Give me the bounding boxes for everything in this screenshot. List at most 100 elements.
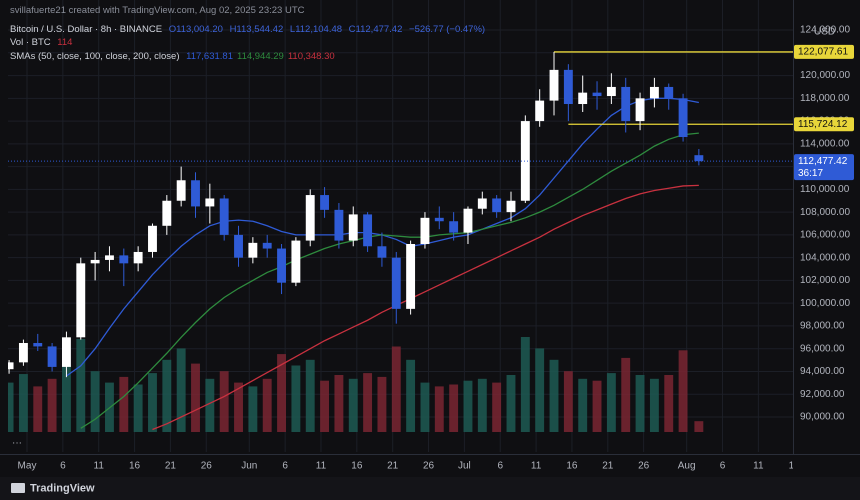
x-tick-label: Aug	[678, 461, 696, 472]
volume-bar	[664, 375, 674, 432]
volume-bar	[133, 384, 143, 432]
more-dots[interactable]: ···	[12, 438, 22, 449]
volume-bar	[520, 337, 530, 432]
volume-bar	[176, 348, 186, 432]
candle-body	[33, 343, 43, 347]
volume-bar	[234, 382, 243, 432]
candle-body	[291, 240, 301, 283]
volume-bar	[262, 378, 272, 432]
candle-body	[535, 100, 545, 122]
volume-bar	[363, 373, 373, 432]
y-tick-label: 96,000.00	[800, 343, 845, 354]
x-tick-label: 16	[351, 461, 363, 472]
sma-value: 114,944.29	[236, 50, 284, 62]
candle-body	[363, 214, 373, 247]
volume-row: Vol · BTC 114	[10, 36, 489, 50]
volume-bar	[477, 378, 487, 432]
candle-body	[549, 69, 559, 101]
candle-body	[506, 200, 516, 213]
y-tick-label: 104,000.00	[800, 252, 850, 263]
volume-bar	[563, 371, 573, 432]
volume-bar	[47, 378, 57, 432]
volume-bar	[8, 382, 14, 432]
candle-body	[76, 263, 86, 338]
x-tick-label: 11	[753, 461, 764, 472]
volume-bar	[248, 386, 258, 432]
candle-body	[148, 225, 157, 252]
y-tick-label: 98,000.00	[800, 321, 845, 332]
sma-row: SMAs (50, close, 100, close, 200, close)…	[10, 50, 489, 64]
y-tick-label: 106,000.00	[800, 230, 850, 241]
y-tick-label: 102,000.00	[800, 275, 850, 286]
x-tick-label: 6	[60, 461, 66, 472]
candle-body	[578, 92, 588, 105]
level-label: 122,077.61	[798, 47, 848, 58]
x-tick-label: 6	[282, 461, 288, 472]
candle-body	[463, 208, 473, 233]
candle-body	[592, 92, 602, 97]
volume-bar	[334, 375, 344, 432]
volume-bar	[578, 378, 588, 432]
y-tick-label: 114,000.00	[800, 138, 850, 149]
y-tick-label: 90,000.00	[800, 412, 845, 423]
candle-body	[621, 86, 631, 122]
candle-body	[492, 198, 502, 213]
volume-title: Vol · BTC	[10, 37, 51, 48]
candle-body	[694, 155, 704, 162]
sma-line	[152, 184, 699, 431]
x-tick-label: 6	[720, 461, 726, 472]
x-tick-label: 16	[566, 461, 578, 472]
ohlc-open: O113,004.20	[168, 23, 223, 35]
volume-bar	[649, 378, 659, 432]
x-tick-label: 16	[129, 461, 141, 472]
candle-body	[191, 180, 200, 207]
candle-body	[434, 217, 444, 222]
sma-title: SMAs (50, close, 100, close, 200, close)	[10, 50, 180, 62]
candle-body	[205, 198, 215, 207]
candle-body	[334, 209, 344, 241]
candle-body	[305, 195, 315, 241]
volume-bar	[18, 374, 28, 432]
x-tick-label: Jul	[458, 461, 471, 472]
volume-bar	[621, 357, 631, 432]
symbol-title: Bitcoin / U.S. Dollar · 8h · BINANCE	[10, 23, 163, 35]
volume-bar	[606, 373, 616, 432]
candle-body	[133, 251, 143, 264]
symbol-row: Bitcoin / U.S. Dollar · 8h · BINANCE O11…	[10, 23, 489, 37]
volume-bar	[549, 359, 559, 432]
candle-body	[377, 246, 387, 258]
brand: TradingView	[30, 482, 95, 494]
candle-body	[90, 259, 100, 264]
candle-body	[406, 243, 416, 309]
candle-body	[449, 221, 459, 233]
volume-value: 114	[57, 37, 73, 48]
volume-bar	[492, 382, 502, 432]
x-tick-label: 26	[423, 461, 435, 472]
volume-bar	[391, 346, 401, 432]
volume-bar	[463, 380, 473, 432]
sma-value: 117,631.81	[186, 50, 233, 62]
volume-bar	[162, 359, 172, 432]
volume-bar	[678, 350, 688, 432]
volume-bar	[506, 375, 516, 432]
volume-bar	[535, 348, 545, 432]
ohlc-high: H113,544.42	[229, 23, 284, 35]
candle-body	[176, 180, 186, 201]
candle-body	[18, 343, 28, 363]
candle-body	[635, 98, 645, 122]
candle-body	[664, 86, 674, 99]
ohlc-change: −526.77 (−0.47%)	[409, 23, 486, 35]
volume-bar	[119, 376, 129, 432]
credit: svillafuerte21 created with TradingView.…	[10, 5, 305, 16]
footer	[0, 477, 860, 500]
level-badge	[794, 117, 854, 132]
y-tick-label: 124,000.00	[800, 25, 850, 36]
sma-line	[80, 132, 699, 429]
y-tick-label: 108,000.00	[800, 207, 850, 218]
candle-body	[477, 198, 487, 209]
x-tick-label: 21	[165, 461, 177, 472]
currency: USD	[814, 27, 835, 38]
candle-body	[219, 198, 229, 235]
x-tick-label: May	[18, 461, 37, 472]
